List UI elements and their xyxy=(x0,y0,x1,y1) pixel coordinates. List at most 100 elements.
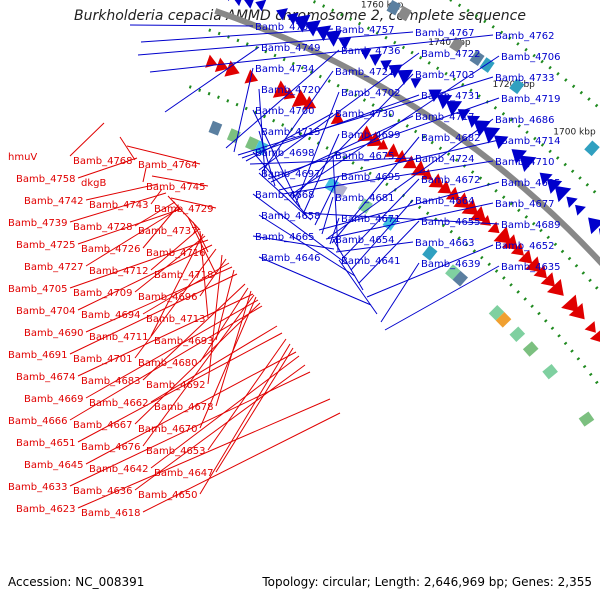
gene-label: Bamb_4633 xyxy=(8,482,68,493)
leader-line xyxy=(302,212,500,225)
gene-label: Bamb_4641 xyxy=(341,256,401,267)
leader-line xyxy=(137,31,414,56)
forward-gene-arrow xyxy=(410,78,422,89)
forward-gene-arrow xyxy=(293,14,311,33)
gene-label: Bamb_4726 xyxy=(81,244,141,255)
forward-gene-arrow xyxy=(255,0,267,12)
gene-label: Bamb_4652 xyxy=(495,241,555,252)
feature-block-outer xyxy=(584,140,600,157)
gene-label: Bamb_4734 xyxy=(255,64,315,75)
leader-line xyxy=(199,343,291,495)
leader-line xyxy=(252,235,335,250)
reverse-gene-arrow xyxy=(568,303,585,320)
gene-label: Bamb_4736 xyxy=(341,46,401,57)
gene-label: Bamb_4742 xyxy=(24,196,84,207)
leader-line xyxy=(314,175,340,226)
gene-label: Bamb_4663 xyxy=(415,238,475,249)
forward-gene-arrow xyxy=(234,0,242,7)
gene-label: Bamb_4728 xyxy=(73,222,133,233)
leader-line xyxy=(119,136,136,161)
gene-label: Bamb_4685 xyxy=(501,178,561,189)
gene-label: Bamb_4767 xyxy=(415,28,475,39)
leader-line xyxy=(321,196,334,235)
gene-label: Bamb_4698 xyxy=(255,148,315,159)
forward-gene-arrow xyxy=(338,37,352,50)
leader-line xyxy=(282,160,494,195)
leader-line xyxy=(358,220,420,284)
forward-gene-arrow xyxy=(546,178,563,194)
gene-label: Bamb_4669 xyxy=(24,394,84,405)
forward-gene-arrow xyxy=(457,109,471,122)
forward-gene-arrow xyxy=(286,12,299,25)
gene-label: Bamb_4667 xyxy=(73,420,133,431)
leader-line xyxy=(142,294,255,447)
gene-label: Bamb_4690 xyxy=(24,328,84,339)
forward-gene-arrow xyxy=(566,196,578,208)
gene-label: Bamb_4716 xyxy=(146,248,206,259)
leader-line xyxy=(150,325,278,403)
leader-line xyxy=(85,299,259,399)
gene-label: Bamb_4681 xyxy=(335,193,395,204)
scale-label: 1740 kbp xyxy=(428,38,471,48)
forward-gene-arrow xyxy=(380,60,392,72)
leader-line xyxy=(149,34,494,73)
gene-label: Bamb_4705 xyxy=(8,284,68,295)
gene-label: Bamb_4618 xyxy=(81,508,141,519)
gene-label: Bamb_4695 xyxy=(341,172,401,183)
leader-line xyxy=(69,122,105,157)
gene-label: Bamb_4677 xyxy=(495,199,555,210)
gene-label: Bamb_4768 xyxy=(73,156,133,167)
leader-line xyxy=(278,139,500,191)
features-layer xyxy=(205,0,600,427)
leader-line xyxy=(85,351,297,465)
forward-gene-arrow xyxy=(554,185,572,203)
reverse-gene-arrow xyxy=(205,54,218,68)
feature-block-inner xyxy=(522,341,539,357)
reverse-gene-arrow xyxy=(428,173,444,188)
gene-label: Bamb_4646 xyxy=(261,253,321,264)
gene-label: Bamb_4670 xyxy=(138,424,198,435)
feature-block-inner xyxy=(495,312,512,328)
gene-label: Bamb_4703 xyxy=(415,70,475,81)
gene-label: Bamb_4639 xyxy=(421,259,481,270)
forward-gene-arrow xyxy=(482,127,501,144)
leader-line xyxy=(199,296,257,429)
feature-block-outer xyxy=(397,5,412,22)
feature-block-outer xyxy=(386,0,402,16)
leader-line xyxy=(331,136,420,244)
leader-line xyxy=(252,193,348,265)
reverse-gene-arrow xyxy=(469,205,487,222)
forward-gene-arrow xyxy=(575,204,586,216)
feature-block-inner xyxy=(357,198,373,214)
leader-line xyxy=(77,208,182,245)
leader-line xyxy=(335,241,414,253)
gene-label: Bamb_4722 xyxy=(421,49,481,60)
feature-block-inner xyxy=(245,136,260,152)
gene-label: Bamb_4675 xyxy=(335,151,395,162)
leader-line xyxy=(69,192,167,223)
leader-line xyxy=(249,157,414,165)
gene-label: Bamb_4714 xyxy=(501,136,561,147)
forward-gene-arrow xyxy=(244,0,254,9)
forward-gene-arrow xyxy=(539,172,553,186)
genome-backbone xyxy=(214,8,600,267)
reverse-gene-arrow xyxy=(533,264,548,279)
scale-label: 1760 kbp xyxy=(361,0,404,10)
leader-line xyxy=(215,347,294,473)
reverse-gene-arrow xyxy=(540,272,555,287)
gene-label: Bamb_4623 xyxy=(16,504,76,515)
leader-line xyxy=(258,256,372,306)
gene-label: Bamb_4749 xyxy=(261,43,321,54)
forward-gene-arrow xyxy=(397,69,414,85)
leader-line xyxy=(338,259,378,315)
leader-line xyxy=(342,178,420,259)
forward-gene-arrow xyxy=(519,155,537,172)
reverse-gene-arrow xyxy=(437,180,452,194)
leader-line xyxy=(134,364,306,491)
leader-line xyxy=(77,398,331,509)
leader-line xyxy=(261,70,334,173)
gene-label: Bamb_4700 xyxy=(255,106,315,117)
forward-gene-arrow xyxy=(360,48,372,60)
forward-gene-arrow xyxy=(276,8,288,21)
leader-line xyxy=(215,269,235,341)
